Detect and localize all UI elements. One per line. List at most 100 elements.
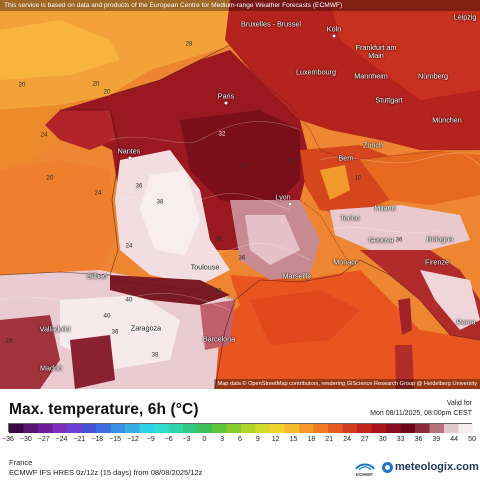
city-label-zaragoza: Zaragoza [130, 323, 162, 333]
germany-east [330, 0, 480, 100]
isotherm-label: 28 [185, 40, 193, 48]
color-scale-svg [9, 424, 473, 433]
valid-date: Mon 08/11/2025, 08:00pm CEST [370, 410, 472, 417]
gulf-of-lion [250, 290, 360, 345]
alps-cool-peaks [320, 165, 350, 200]
brittany [45, 110, 115, 150]
color-scale-tick-label: −3 [182, 436, 191, 443]
sardinia [395, 345, 414, 389]
meteologix-globe-icon [382, 461, 393, 473]
color-scale-swatch [110, 424, 126, 433]
isotherm-label: 24 [125, 242, 133, 250]
color-scale-swatch [299, 424, 314, 433]
color-scale-swatch [357, 424, 372, 433]
isotherm-label: 24 [40, 131, 48, 139]
isotherm-label: 28 [5, 337, 13, 345]
isotherm-label: 10 [354, 174, 362, 182]
color-scale-swatch [125, 424, 140, 433]
valid-for-label: Valid for [446, 400, 472, 407]
color-scale-tick-label: 21 [325, 436, 334, 443]
color-scale-tick-label: 12 [271, 436, 280, 443]
isotherm-label: 32 [218, 130, 226, 138]
city-label-munchen: München [432, 115, 462, 125]
isotherm-label: 40 [125, 296, 133, 304]
model-run-label: ECMWF IFS HRES 0z/12z (15 days) from 08/… [9, 468, 203, 477]
city-label-frankfurt: Frankfurt am Main [355, 43, 397, 60]
isotherm-label: 38 [156, 198, 164, 206]
city-label-roma: Roma [456, 317, 476, 327]
city-label-firenze: Firenze [425, 257, 449, 267]
temperature-map[interactable]: This service is based on data and produc… [0, 0, 480, 389]
city-dot-nantes [128, 156, 132, 160]
isotherm-label: 36 [111, 328, 119, 336]
city-label-bilbao: Bilbao [87, 271, 107, 281]
city-label-zurich: Zürich [363, 140, 383, 150]
color-scale-tick-label: −6 [164, 436, 173, 443]
color-scale-tick-label: −15 [109, 436, 122, 443]
ecmwf-logo-text: ECMWF [356, 472, 373, 477]
isotherm-label: 38 [215, 235, 223, 243]
color-scale-swatch [386, 424, 401, 433]
city-label-nantes: Nantes [117, 146, 141, 156]
city-dot-paris [224, 101, 228, 105]
color-scale-tick-label: −24 [55, 436, 68, 443]
color-scale-tick-label: 9 [255, 436, 260, 443]
city-label-monaco: Monaco [333, 257, 359, 267]
color-scale-swatch [313, 424, 329, 433]
city-dot-koln [332, 34, 336, 38]
color-scale-tick-label: 33 [396, 436, 405, 443]
color-scale-tick-label: −18 [91, 436, 104, 443]
color-scale-swatch [255, 424, 271, 433]
region-label: France [9, 458, 33, 467]
color-scale-swatch [270, 424, 285, 433]
color-scale-swatch [52, 424, 68, 433]
color-scale-swatch [371, 424, 387, 433]
alps-east [360, 150, 480, 205]
city-label-barcelona: Barcelona [202, 334, 236, 344]
color-scale-bar [8, 423, 473, 433]
color-scale-swatch [139, 424, 155, 433]
pyrenees [110, 275, 230, 305]
color-scale-swatch [183, 424, 198, 433]
city-label-marseille: Marseille [282, 271, 312, 281]
city-label-madrid: Madrid [40, 363, 62, 373]
color-scale-swatch [23, 424, 39, 433]
city-dot-lyon [288, 202, 292, 206]
legend-footer [0, 389, 480, 480]
color-scale-tick-label: −30 [19, 436, 32, 443]
color-scale-swatch [241, 424, 256, 433]
city-label-mannheim: Mannheim [354, 71, 388, 81]
color-scale-ticks: −36 −30 −27 −24 −21 −18 −15 −12 −9 −6 −3 0 3 6 9 12 15 18… [2, 436, 476, 446]
city-label-genova: Genova [368, 235, 394, 245]
corsica [398, 298, 412, 335]
color-scale-swatch [444, 424, 459, 433]
city-label-leipzig: Leipzig [453, 12, 477, 22]
color-scale-tick-label: 27 [360, 436, 369, 443]
catalonia [200, 300, 235, 350]
color-scale-swatch [154, 424, 169, 433]
meteologix-logo[interactable]: meteologix.com [382, 461, 479, 473]
color-scale-tick-label: 3 [220, 436, 225, 443]
city-label-valladolid: Valladolid [39, 324, 71, 334]
city-label-stuttgart: Stuttgart [375, 95, 403, 105]
isotherm-label: 36 [395, 236, 403, 244]
color-scale-swatch [328, 424, 343, 433]
color-scale-tick-label: 30 [378, 436, 387, 443]
city-label-toulouse: Toulouse [190, 262, 220, 272]
city-label-luxembourg: Luxembourg [296, 67, 336, 77]
uk-land [0, 20, 120, 80]
color-scale-tick-label: −12 [126, 436, 139, 443]
isotherm-label: 26 [240, 162, 248, 170]
color-scale-tick-label: 39 [432, 436, 441, 443]
meteologix-brand-text: meteologix.com [395, 461, 479, 473]
color-scale-tick-label: −27 [37, 436, 50, 443]
color-scale-swatch [429, 424, 445, 433]
color-scale-swatch [38, 424, 53, 433]
color-scale-swatch [458, 424, 473, 433]
color-scale-tick-label: 6 [238, 436, 242, 443]
disclaimer-banner: This service is based on data and produc… [0, 0, 480, 11]
central-france-hot [180, 110, 300, 210]
city-label-bologna: Bologna [426, 234, 454, 244]
color-scale-tick-label: 50 [468, 436, 476, 443]
isotherm-label: 36 [238, 254, 246, 262]
